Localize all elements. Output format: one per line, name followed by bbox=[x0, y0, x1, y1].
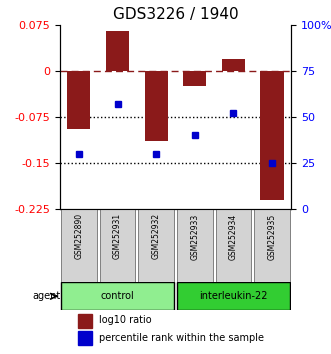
Bar bbox=[183, 71, 206, 86]
Bar bbox=[100, 209, 135, 282]
Bar bbox=[260, 71, 284, 200]
Text: GSM252933: GSM252933 bbox=[190, 213, 199, 259]
Bar bbox=[177, 209, 213, 282]
Text: GSM252890: GSM252890 bbox=[74, 213, 83, 259]
Bar bbox=[78, 331, 92, 345]
Text: percentile rank within the sample: percentile rank within the sample bbox=[99, 333, 264, 343]
Text: log10 ratio: log10 ratio bbox=[99, 315, 152, 325]
Text: agent: agent bbox=[32, 291, 60, 301]
Bar bbox=[78, 314, 92, 328]
Text: GSM252932: GSM252932 bbox=[152, 213, 161, 259]
Text: interleukin-22: interleukin-22 bbox=[199, 291, 267, 301]
Bar bbox=[222, 58, 245, 71]
Bar bbox=[106, 31, 129, 71]
Text: control: control bbox=[101, 291, 134, 301]
Bar bbox=[138, 209, 174, 282]
Title: GDS3226 / 1940: GDS3226 / 1940 bbox=[113, 7, 238, 22]
Bar bbox=[67, 71, 90, 129]
Bar bbox=[61, 282, 174, 310]
Bar bbox=[215, 209, 251, 282]
Text: GSM252934: GSM252934 bbox=[229, 213, 238, 259]
Bar bbox=[145, 71, 168, 141]
Text: GSM252931: GSM252931 bbox=[113, 213, 122, 259]
Bar bbox=[254, 209, 290, 282]
Bar bbox=[61, 209, 97, 282]
Text: GSM252935: GSM252935 bbox=[267, 213, 276, 259]
Bar bbox=[177, 282, 290, 310]
